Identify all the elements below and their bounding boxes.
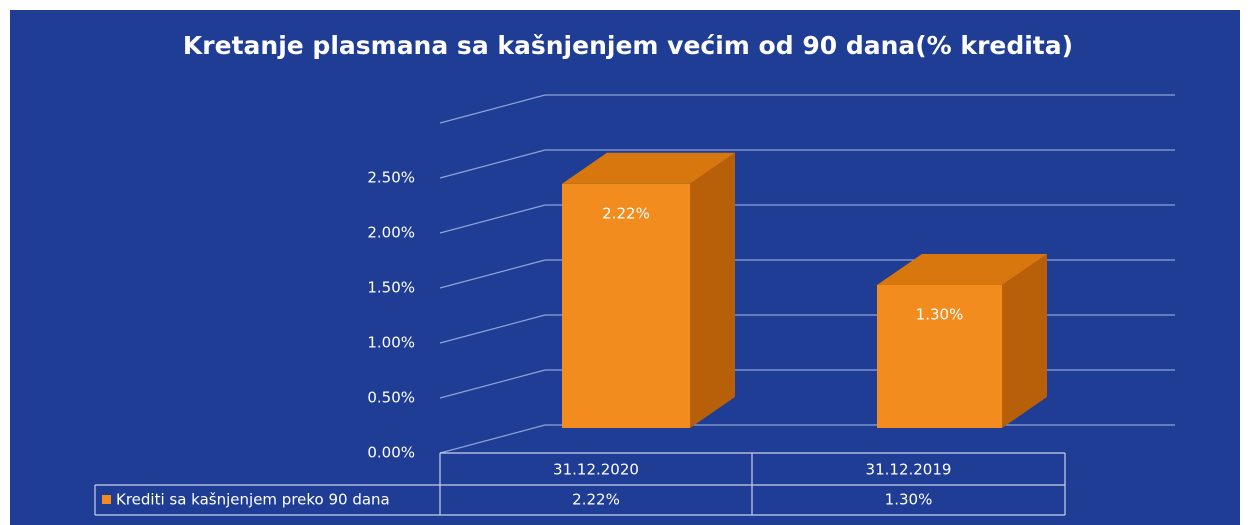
y-tick-label: 1.00%: [367, 334, 415, 352]
x-tick-label: 31.12.2019: [866, 461, 952, 479]
grid-line: [439, 94, 1175, 124]
bar-side: [690, 152, 735, 429]
legend-key: [102, 495, 111, 504]
chart-title: Kretanje plasmana sa kašnjenjem većim od…: [183, 31, 1073, 60]
y-tick-label: 2.50%: [367, 169, 415, 187]
grid-line: [439, 204, 1175, 234]
bar-side: [1002, 254, 1047, 428]
y-tick-label: 1.50%: [367, 279, 415, 297]
y-tick-label: 2.00%: [367, 224, 415, 242]
bar-top: [877, 254, 1047, 285]
y-tick-label: 0.00%: [367, 444, 415, 462]
bar: [562, 183, 690, 428]
grid-line: [439, 149, 1175, 179]
data-label: 1.30%: [916, 306, 964, 324]
data-label: 2.22%: [602, 204, 650, 222]
bar-top: [562, 152, 735, 184]
x-tick-label: 31.12.2020: [553, 461, 639, 479]
table-value: 1.30%: [885, 491, 933, 509]
legend-label: Krediti sa kašnjenjem preko 90 dana: [116, 491, 390, 509]
table-value: 2.22%: [572, 491, 620, 509]
bar: [877, 285, 1002, 428]
y-tick-label: 0.50%: [367, 389, 415, 407]
